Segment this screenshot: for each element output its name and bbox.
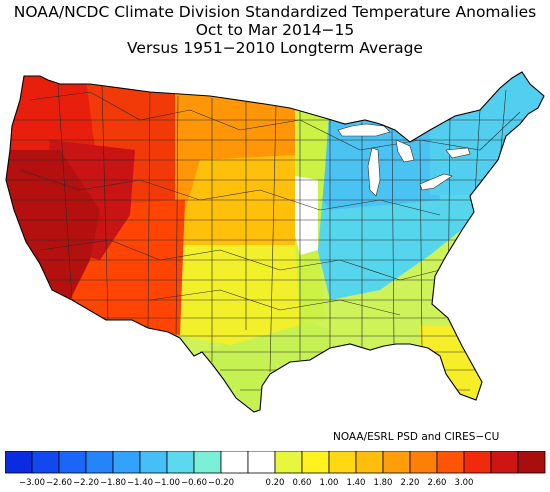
colorbar-labels: −3.00 −2.60 −2.20 −1.80 −1.40 −1.00 −0.60 −0.20… xyxy=(19,478,474,488)
colorbar-tick-label: 3.00 xyxy=(455,478,474,488)
colorbar-tick-label: −1.80 xyxy=(100,478,126,488)
region-fill-mid-mississippi xyxy=(290,175,318,255)
colorbar-cell xyxy=(5,451,33,474)
map-title: NOAA/NCDC Climate Division Standardized … xyxy=(13,3,537,21)
colorbar-tick-label: −3.00 xyxy=(19,478,45,488)
great-lakes-water xyxy=(337,123,471,197)
colorbar-cell xyxy=(328,451,357,474)
colorbar-tick-label: −1.00 xyxy=(154,478,180,488)
colorbar-tick-label: −2.20 xyxy=(73,478,99,488)
colorbar-tick-label: −2.60 xyxy=(46,478,72,488)
colorbar-legend: −3.00 −2.60 −2.20 −1.80 −1.40 −1.00 −0.60 −0.20… xyxy=(5,451,546,488)
colorbar-cell xyxy=(436,451,465,474)
colorbar-tick-label: 2.20 xyxy=(401,478,420,488)
colorbar-cell xyxy=(85,451,114,474)
climate-division-fills xyxy=(6,72,544,412)
colorbar-cell xyxy=(463,451,492,474)
colorbar-cell xyxy=(382,451,411,474)
colorbar-cell xyxy=(31,451,60,474)
colorbar-tick-label: −0.20 xyxy=(208,478,234,488)
map-baseline: Versus 1951−2010 Longterm Average xyxy=(127,39,423,57)
colorbar-tick-label: 0.60 xyxy=(293,478,312,488)
colorbar-cell xyxy=(220,451,249,474)
division-borders xyxy=(8,83,530,391)
colorbar-cell xyxy=(193,451,222,474)
colorbar-cell xyxy=(58,451,87,474)
colorbar-cell xyxy=(517,451,546,474)
anomaly-map xyxy=(5,71,545,413)
colorbar-tick-label: 1.40 xyxy=(347,478,366,488)
colorbar-cell xyxy=(247,451,276,474)
colorbar-cell xyxy=(301,451,330,474)
colorbar-cell xyxy=(274,451,303,474)
colorbar-cell xyxy=(112,451,141,474)
region-fill-pacific-northwest xyxy=(6,72,95,160)
colorbar-tick-label: 1.00 xyxy=(320,478,339,488)
colorbar-cell xyxy=(139,451,168,474)
colorbar-cell xyxy=(490,451,519,474)
colorbar-cells xyxy=(5,451,546,474)
data-credit: NOAA/ESRL PSD and CIRES−CU xyxy=(333,431,500,443)
colorbar-tick-label: 1.80 xyxy=(374,478,393,488)
colorbar-tick-label: −1.40 xyxy=(127,478,153,488)
colorbar-tick-label: 2.60 xyxy=(428,478,447,488)
colorbar-cell xyxy=(355,451,384,474)
colorbar-cell xyxy=(166,451,195,474)
map-period: Oct to Mar 2014−15 xyxy=(195,21,355,39)
colorbar-tick-label: −0.60 xyxy=(181,478,207,488)
region-fill-florida xyxy=(420,326,490,412)
colorbar-tick-label: 0.20 xyxy=(266,478,285,488)
colorbar-cell xyxy=(409,451,438,474)
region-fill-central-plains xyxy=(180,150,295,245)
